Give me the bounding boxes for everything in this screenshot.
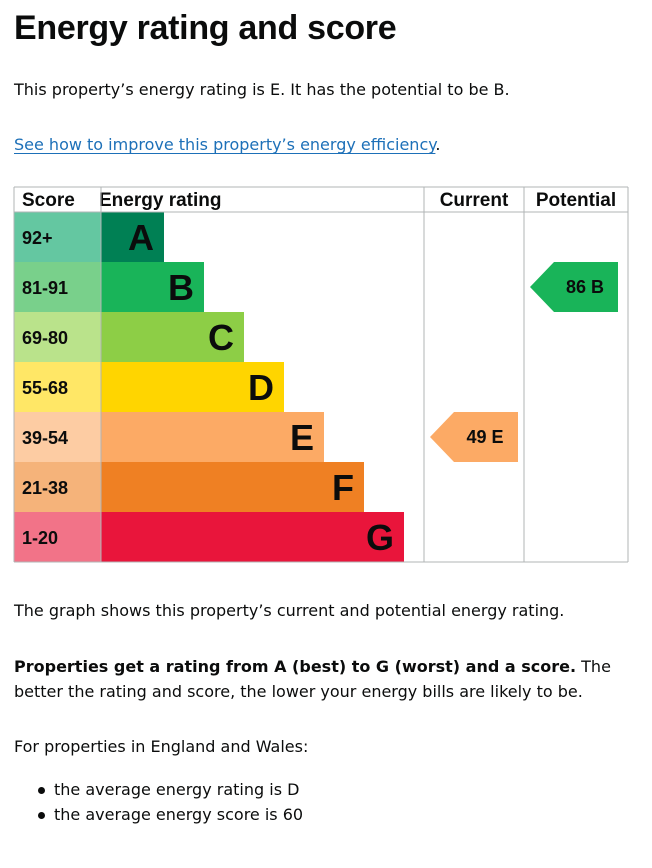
page-title: Energy rating and score [14,9,397,47]
score-range-label: 69-80 [22,328,68,348]
score-range-cell [14,462,101,512]
rating-letter: G [366,517,394,558]
score-range-label: 55-68 [22,378,68,398]
score-range-label: 92+ [22,228,53,248]
current-rating-arrow [430,412,518,462]
improve-line: See how to improve this property’s energ… [14,132,636,157]
score-range-cell [14,262,101,312]
average-score-item: the average energy score is 60 [14,802,303,827]
rating-bar [101,512,404,562]
score-range-cell [14,312,101,362]
rating-bar [101,312,244,362]
rating-letter: B [168,267,194,308]
rating-letter: D [248,367,274,408]
potential-header: Potential [536,190,616,211]
score-range-cell [14,362,101,412]
rating-bar [101,212,164,262]
improve-suffix: . [435,135,441,154]
rating-letter: C [208,317,234,358]
regions-intro: For properties in England and Wales: [14,737,309,756]
score-range-cell [14,212,101,262]
rating-explanation-bold: Properties get a rating from A (best) to… [14,657,577,676]
average-rating-item: the average energy rating is D [14,777,303,802]
score-range-label: 21-38 [22,478,68,498]
current-header: Current [440,190,509,211]
score-range-cell [14,412,101,462]
potential-rating-arrow [530,262,618,312]
rating-letter: F [332,467,354,508]
rating-letter: A [128,217,154,258]
rating-bar [101,262,204,312]
score-range-label: 39-54 [22,428,68,448]
rating-letter: E [290,417,314,458]
rating-bar [101,412,324,462]
rating-explanation: Properties get a rating from A (best) to… [14,654,636,704]
score-header: Score [22,190,75,211]
averages-list: the average energy rating is D the avera… [14,777,303,827]
score-range-cell [14,512,101,562]
energy-rating-chart: Score Energy rating Current Potential 92+ A 81… [13,186,629,563]
score-range-label: 1-20 [22,528,58,548]
potential-rating-label: 86 B [566,277,604,297]
score-range-label: 81-91 [22,278,68,298]
improve-efficiency-link[interactable]: See how to improve this property’s energ… [14,135,436,154]
rating-intro-text: This property’s energy rating is E. It h… [14,80,510,99]
rating-bar [101,362,284,412]
rating-explanation-rest: The better the rating and score, the low… [14,657,611,701]
energy-rating-header: Energy rating [99,190,221,211]
rating-bar [101,462,364,512]
current-rating-label: 49 E [466,427,503,447]
graph-description: The graph shows this property’s current … [14,601,565,620]
